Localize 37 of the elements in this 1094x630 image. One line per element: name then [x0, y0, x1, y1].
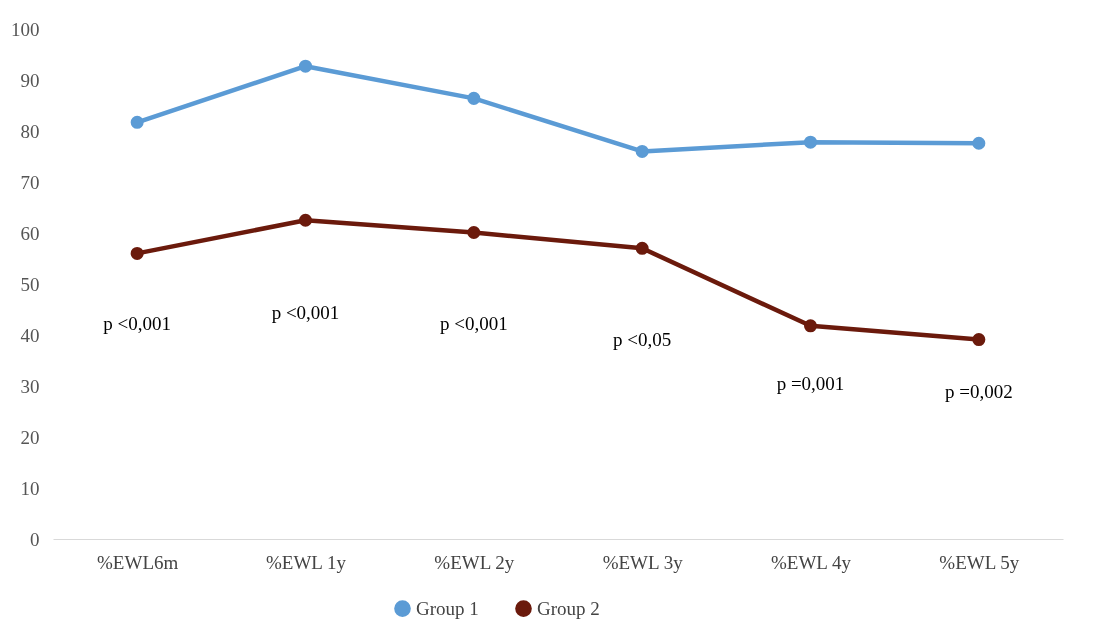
- x-tick-label: %EWL6m: [97, 551, 179, 573]
- annotation: p <0,001: [439, 313, 508, 334]
- y-tick-label: 80: [20, 120, 40, 142]
- point: [635, 241, 649, 255]
- point: [972, 136, 986, 150]
- legend-label: Group 1: [416, 597, 479, 619]
- point: [298, 213, 313, 227]
- point: [467, 91, 481, 105]
- y-tick-label: 0: [30, 528, 40, 550]
- point: [635, 144, 649, 158]
- y-tick-label: 20: [20, 426, 40, 448]
- y-tick-label: 60: [20, 222, 40, 244]
- y-tick-label: 100: [11, 18, 40, 40]
- point: [298, 59, 313, 73]
- x-tick-label: %EWL 4y: [770, 551, 852, 573]
- annotation: p =0,001: [776, 373, 845, 394]
- point: [803, 319, 818, 333]
- y-tick-label: 40: [20, 324, 40, 346]
- y-tick-label: 50: [20, 273, 40, 295]
- x-tick-label: %EWL 3y: [602, 551, 684, 573]
- annotation: p =0,002: [944, 381, 1013, 402]
- point: [803, 135, 818, 149]
- annotation: p <0,05: [613, 329, 672, 350]
- y-tick-label: 70: [20, 171, 40, 193]
- y-tick-label: 10: [20, 477, 40, 499]
- point: [467, 225, 481, 239]
- point: [130, 246, 144, 260]
- legend-label: Group 2: [537, 597, 600, 619]
- x-tick-label: %EWL 5y: [939, 551, 1020, 573]
- y-tick-label: 30: [20, 375, 40, 397]
- point: [972, 333, 986, 347]
- y-tick-label: 90: [20, 69, 40, 91]
- x-tick-label: %EWL 1y: [265, 551, 347, 573]
- annotation: p <0,001: [271, 302, 340, 323]
- annotation: p <0,001: [103, 313, 172, 334]
- point: [130, 115, 144, 129]
- x-tick-label: %EWL 2y: [434, 551, 515, 573]
